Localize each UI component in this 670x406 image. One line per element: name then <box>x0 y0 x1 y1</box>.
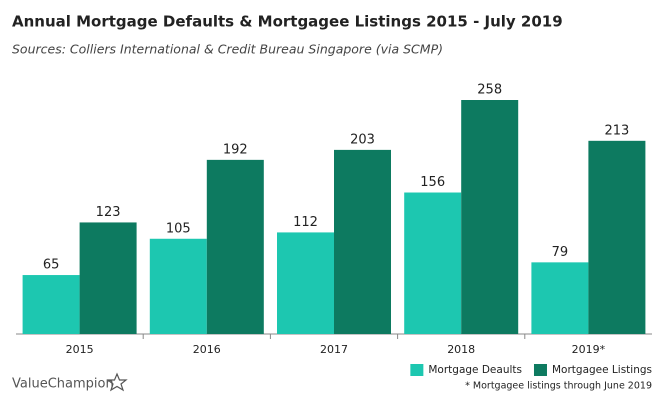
bar <box>334 149 391 334</box>
data-label: 192 <box>223 142 248 157</box>
legend-swatch <box>410 364 424 376</box>
data-label: 258 <box>477 83 502 98</box>
bar <box>79 222 137 334</box>
x-tick-label: 2018 <box>447 343 475 356</box>
x-tick-label: 2019* <box>572 343 606 356</box>
data-label: 112 <box>293 215 318 230</box>
chart-title: Annual Mortgage Defaults & Mortgagee Lis… <box>12 13 563 31</box>
x-tick-label: 2017 <box>320 343 348 356</box>
bar <box>588 140 646 334</box>
bar <box>461 100 519 334</box>
legend-swatch <box>533 364 547 376</box>
bar <box>277 232 334 334</box>
brand-star <box>106 372 128 392</box>
bar <box>149 238 207 334</box>
x-tick-label: 2016 <box>193 343 221 356</box>
footnote: * Mortgagee listings through June 2019 <box>465 381 652 392</box>
data-label: 203 <box>350 132 375 147</box>
data-label: 156 <box>420 175 445 190</box>
data-label: 105 <box>166 221 191 236</box>
legend-label: Mortgage Deaults <box>428 364 522 376</box>
bar <box>206 159 264 334</box>
data-label: 123 <box>96 205 121 220</box>
bar <box>404 192 462 334</box>
brand: ValueChampion <box>12 377 114 392</box>
data-label: 65 <box>43 258 60 273</box>
data-label: 79 <box>552 245 569 260</box>
chart-subtitle: Sources: Colliers International & Credit… <box>12 42 443 57</box>
bar <box>22 275 80 334</box>
data-label: 213 <box>604 123 629 138</box>
x-tick-label: 2015 <box>66 343 94 356</box>
bar <box>531 262 589 334</box>
legend-label: Mortgagee Listings <box>552 364 652 376</box>
